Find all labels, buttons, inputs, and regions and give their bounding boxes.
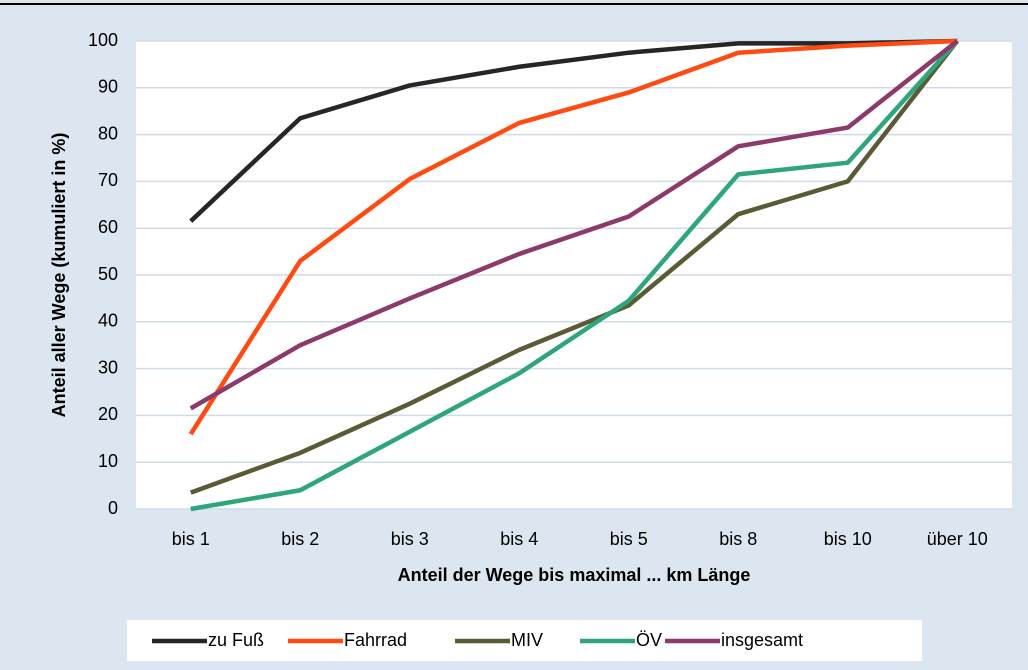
series-line: [189, 39, 959, 411]
y-tick-label: 30: [98, 357, 118, 377]
legend-label: ÖV: [636, 630, 662, 650]
y-tick-label: 100: [88, 30, 118, 50]
x-tick-label: bis 2: [281, 529, 319, 549]
x-tick-label: bis 3: [391, 529, 429, 549]
legend-label: zu Fuß: [208, 630, 264, 650]
y-tick-label: 10: [98, 451, 118, 471]
x-tick-label: bis 10: [824, 529, 872, 549]
legend-label: Fahrrad: [344, 630, 407, 650]
y-axis-title: Anteil aller Wege (kumuliert in %): [49, 133, 69, 418]
series-line: [189, 38, 958, 223]
legend-label: MIV: [511, 630, 543, 650]
x-axis-title: Anteil der Wege bis maximal ... km Länge: [398, 565, 751, 585]
y-tick-label: 40: [98, 311, 118, 331]
series-line: [190, 39, 959, 512]
y-tick-label: 70: [98, 170, 118, 190]
x-tick-label: über 10: [927, 529, 988, 549]
series-line: [188, 38, 958, 436]
x-tick-label: bis 1: [172, 529, 210, 549]
series-line: [189, 39, 960, 495]
y-tick-label: 80: [98, 123, 118, 143]
y-tick-label: 0: [108, 498, 118, 518]
legend-box: [127, 620, 922, 661]
x-tick-label: bis 4: [500, 529, 538, 549]
y-tick-label: 20: [98, 404, 118, 424]
legend-label: insgesamt: [721, 630, 803, 650]
y-tick-label: 90: [98, 77, 118, 97]
x-tick-label: bis 5: [610, 529, 648, 549]
y-tick-label: 50: [98, 264, 118, 284]
x-tick-label: bis 8: [719, 529, 757, 549]
y-tick-label: 60: [98, 217, 118, 237]
